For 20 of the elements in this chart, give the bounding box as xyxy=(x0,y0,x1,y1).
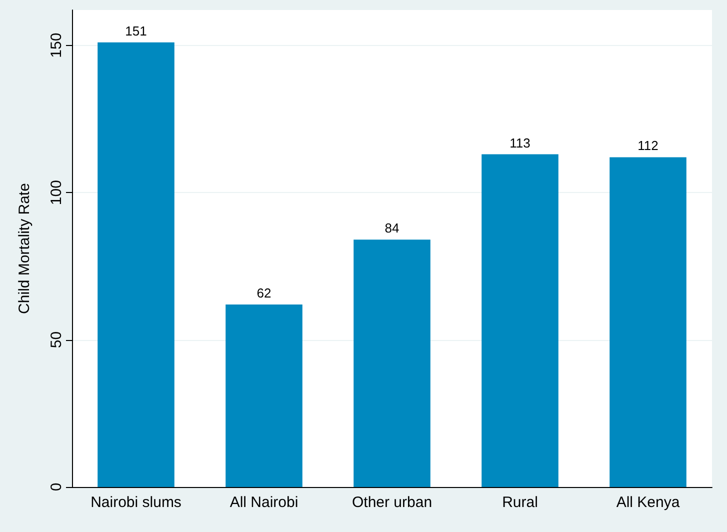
y-tick-label: 150 xyxy=(48,32,65,58)
bar xyxy=(98,42,174,487)
bar xyxy=(610,157,686,487)
y-tick-label: 0 xyxy=(48,482,65,492)
bar xyxy=(482,154,558,487)
data-label: 151 xyxy=(125,23,147,38)
x-tick-label: Nairobi slums xyxy=(90,494,182,511)
x-tick-label: All Kenya xyxy=(616,494,680,511)
bar xyxy=(354,240,430,487)
data-label: 84 xyxy=(384,220,400,236)
data-label: 113 xyxy=(510,135,530,150)
data-label: 112 xyxy=(638,138,658,154)
x-tick-label: Rural xyxy=(502,494,538,511)
data-label: 62 xyxy=(256,285,272,300)
x-tick-label: Other urban xyxy=(352,494,432,511)
x-tick-label: All Nairobi xyxy=(230,494,298,511)
y-tick-label: 100 xyxy=(48,180,65,206)
y-axis-title: Child Mortality Rate xyxy=(16,183,33,314)
bar xyxy=(226,304,302,487)
y-tick-label: 50 xyxy=(48,331,65,348)
